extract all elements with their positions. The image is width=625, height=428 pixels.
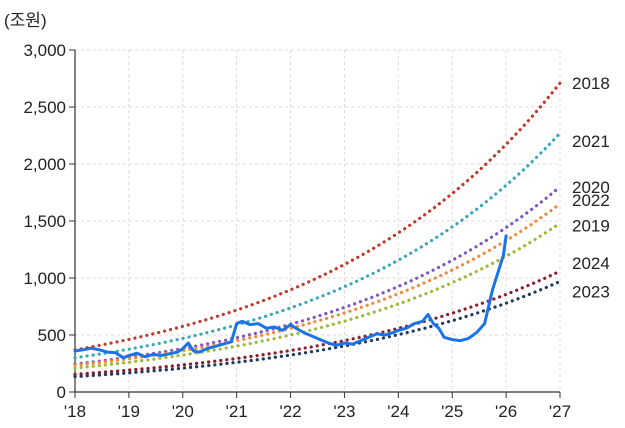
y-axis-ticks: 0 500 1,000 1,500 2,000 2,500 3,000 [23, 41, 75, 402]
x-tick-label: '25 [441, 402, 463, 421]
x-tick-label: '22 [279, 402, 301, 421]
series-label-2018: 2018 [572, 74, 610, 93]
y-tick-label: 1,000 [23, 269, 66, 288]
y-tick-label: 500 [38, 326, 66, 345]
y-tick-label: 3,000 [23, 41, 66, 60]
series-label-2024: 2024 [572, 254, 610, 273]
y-axis-unit-label: (조원) [4, 11, 47, 30]
x-tick-label: '20 [172, 402, 194, 421]
x-tick-label: '21 [226, 402, 248, 421]
y-tick-label: 2,000 [23, 155, 66, 174]
series-label-2022: 2022 [572, 191, 610, 210]
x-tick-label: '27 [549, 402, 571, 421]
actual-series-line [73, 234, 508, 360]
x-tick-label: '24 [387, 402, 409, 421]
x-tick-label: '19 [118, 402, 140, 421]
trend-line-2022 [73, 202, 562, 367]
y-tick-label: 1,500 [23, 212, 66, 231]
series-label-2023: 2023 [572, 282, 610, 301]
series-label-2019: 2019 [572, 216, 610, 235]
chart-grid [75, 49, 561, 392]
x-tick-label: '18 [64, 402, 86, 421]
trend-line-2024 [73, 269, 562, 376]
trend-lines [73, 81, 562, 379]
trend-line-2023 [73, 279, 562, 379]
series-label-2020: 2020 [572, 178, 610, 197]
x-axis-ticks: '18 '19 '20 '21 '22 '23 '24 '25 '26 '27 [64, 392, 571, 421]
series-label-2021: 2021 [572, 132, 610, 151]
x-tick-label: '23 [333, 402, 355, 421]
x-tick-label: '26 [495, 402, 517, 421]
trend-line-2021 [73, 131, 562, 360]
y-tick-label: 0 [57, 383, 66, 402]
actual-line [73, 234, 508, 360]
y-tick-label: 2,500 [23, 98, 66, 117]
